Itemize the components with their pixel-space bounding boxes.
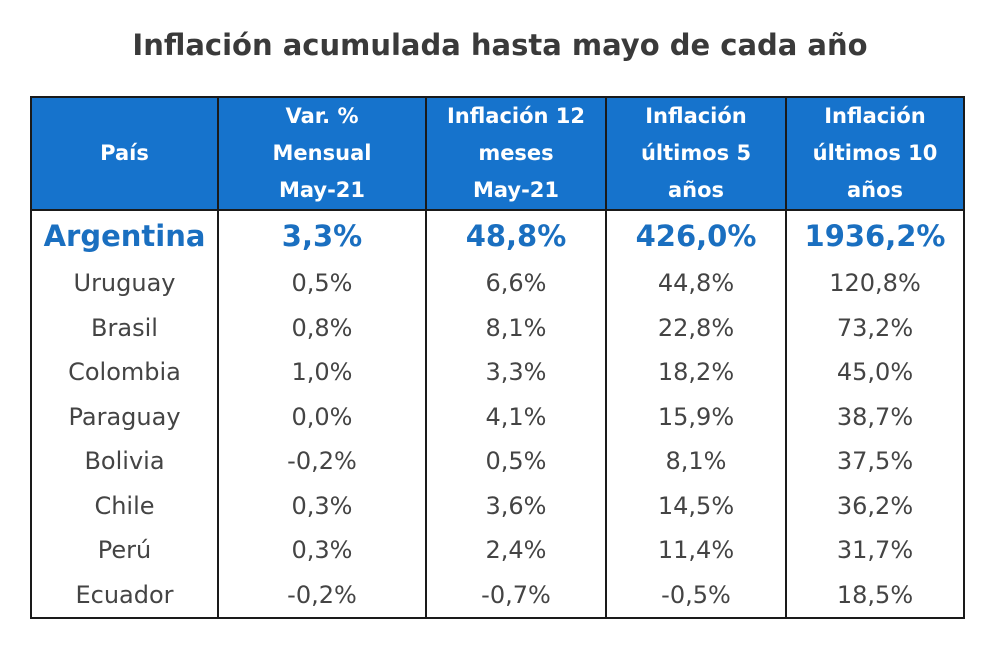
value-cell: 0,3%	[217, 528, 426, 573]
value-cell: 0,5%	[425, 439, 606, 484]
column-header: País	[30, 97, 218, 211]
value-cell: 3,3%	[425, 350, 606, 395]
table-title: Inflación acumulada hasta mayo de cada a…	[132, 28, 868, 62]
value-cell: 1936,2%	[785, 210, 964, 261]
value-cell: 18,5%	[785, 572, 964, 618]
column-header: Inflación 12 meses May-21	[425, 97, 606, 211]
header-row: País Var. % Mensual May-21 Inflación 12 meses…	[30, 97, 964, 211]
value-cell: 14,5%	[605, 483, 786, 528]
value-cell: 8,1%	[605, 439, 786, 484]
value-cell: -0,2%	[217, 439, 426, 484]
country-cell: Uruguay	[30, 261, 218, 306]
value-cell: 38,7%	[785, 394, 964, 439]
value-cell: 36,2%	[785, 483, 964, 528]
value-cell: 0,8%	[217, 305, 426, 350]
value-cell: 1,0%	[217, 350, 426, 395]
value-cell: 15,9%	[605, 394, 786, 439]
value-cell: 120,8%	[785, 261, 964, 306]
country-cell: Argentina	[30, 210, 218, 261]
country-cell: Perú	[30, 528, 218, 573]
value-cell: 48,8%	[425, 210, 606, 261]
value-cell: 45,0%	[785, 350, 964, 395]
value-cell: 3,3%	[217, 210, 426, 261]
country-cell: Ecuador	[30, 572, 218, 618]
table-row: Uruguay 0,5% 6,6% 44,8% 120,8%	[30, 261, 964, 306]
table-row: Argentina 3,3% 48,8% 426,0% 1936,2%	[30, 210, 964, 261]
column-header: Inflación últimos 10 años	[785, 97, 964, 211]
country-cell: Colombia	[30, 350, 218, 395]
value-cell: 18,2%	[605, 350, 786, 395]
value-cell: 2,4%	[425, 528, 606, 573]
inflation-table: País Var. % Mensual May-21 Inflación 12 meses…	[30, 96, 965, 619]
value-cell: -0,7%	[425, 572, 606, 618]
value-cell: 11,4%	[605, 528, 786, 573]
column-header: Var. % Mensual May-21	[217, 97, 426, 211]
country-cell: Chile	[30, 483, 218, 528]
value-cell: -0,2%	[217, 572, 426, 618]
value-cell: 3,6%	[425, 483, 606, 528]
table-row: Bolivia -0,2% 0,5% 8,1% 37,5%	[30, 439, 964, 484]
table-row: Colombia 1,0% 3,3% 18,2% 45,0%	[30, 350, 964, 395]
country-cell: Paraguay	[30, 394, 218, 439]
value-cell: 37,5%	[785, 439, 964, 484]
value-cell: 4,1%	[425, 394, 606, 439]
table-row: Perú 0,3% 2,4% 11,4% 31,7%	[30, 528, 964, 573]
value-cell: 73,2%	[785, 305, 964, 350]
value-cell: 0,5%	[217, 261, 426, 306]
value-cell: 426,0%	[605, 210, 786, 261]
country-cell: Brasil	[30, 305, 218, 350]
table-row: Chile 0,3% 3,6% 14,5% 36,2%	[30, 483, 964, 528]
value-cell: 31,7%	[785, 528, 964, 573]
country-cell: Bolivia	[30, 439, 218, 484]
value-cell: 6,6%	[425, 261, 606, 306]
column-header: Inflación últimos 5 años	[605, 97, 786, 211]
value-cell: 8,1%	[425, 305, 606, 350]
value-cell: -0,5%	[605, 572, 786, 618]
table-row: Ecuador -0,2% -0,7% -0,5% 18,5%	[30, 572, 964, 618]
table-row: Paraguay 0,0% 4,1% 15,9% 38,7%	[30, 394, 964, 439]
table-row: Brasil 0,8% 8,1% 22,8% 73,2%	[30, 305, 964, 350]
value-cell: 22,8%	[605, 305, 786, 350]
value-cell: 0,3%	[217, 483, 426, 528]
value-cell: 0,0%	[217, 394, 426, 439]
value-cell: 44,8%	[605, 261, 786, 306]
